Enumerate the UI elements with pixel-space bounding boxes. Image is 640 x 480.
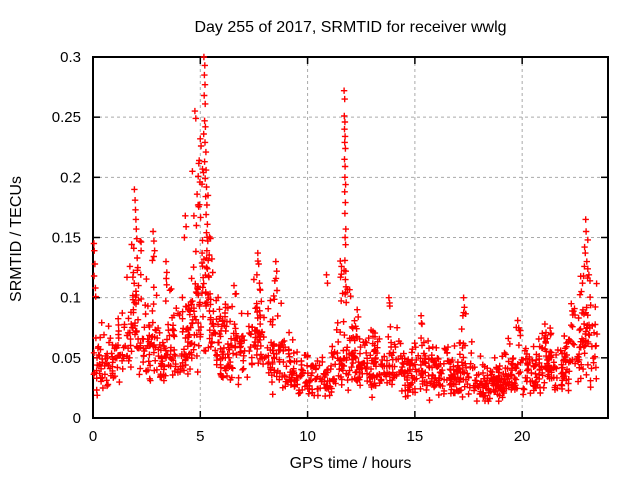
- x-tick-label: 10: [299, 428, 316, 445]
- plot-border: [92, 56, 609, 419]
- x-tick-label: 5: [196, 428, 204, 445]
- y-tick-label: 0.15: [52, 230, 81, 247]
- y-axis-label: SRMTID / TECUs: [8, 176, 25, 302]
- y-tick-label: 0.05: [52, 350, 81, 367]
- data-points: [90, 53, 601, 405]
- y-tick-label: 0: [73, 410, 81, 427]
- y-tick-label: 0.25: [52, 109, 81, 126]
- x-tick-label: 0: [89, 428, 97, 445]
- y-tick-label: 0.1: [60, 290, 81, 307]
- y-tick-label: 0.2: [60, 169, 81, 186]
- y-tick-label: 0.3: [60, 49, 81, 66]
- chart-title: Day 255 of 2017, SRMTID for receiver wwl…: [194, 19, 507, 36]
- x-tick-label: 20: [514, 428, 531, 445]
- x-axis-label: GPS time / hours: [289, 455, 412, 472]
- x-tick-label: 15: [407, 428, 424, 445]
